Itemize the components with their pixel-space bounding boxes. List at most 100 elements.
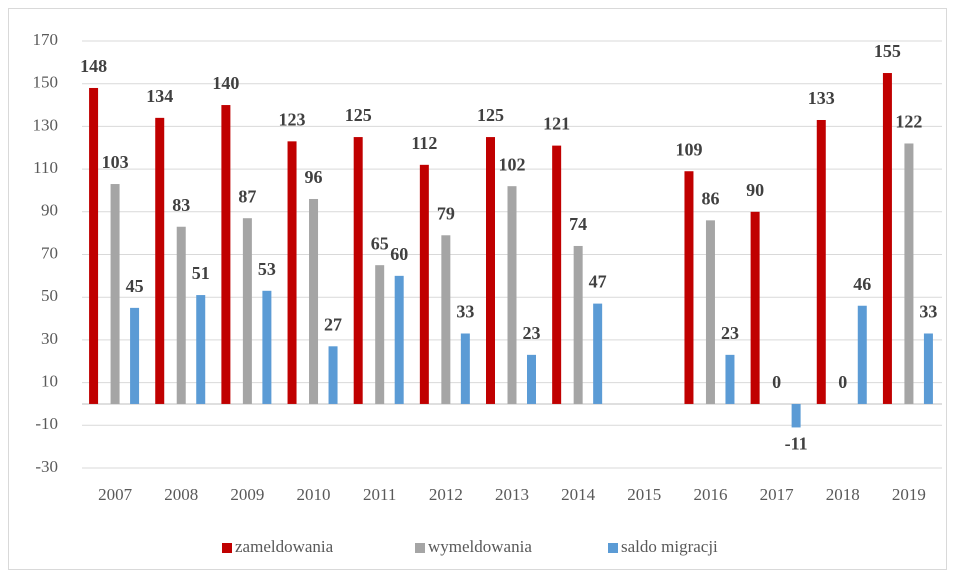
data-label: 102 xyxy=(499,154,526,174)
data-label: 33 xyxy=(919,302,937,322)
y-tick-label: 70 xyxy=(41,243,58,262)
bar xyxy=(441,235,451,404)
data-label: 47 xyxy=(589,272,607,292)
data-label: 23 xyxy=(523,323,541,343)
data-label: 96 xyxy=(305,167,323,187)
bar xyxy=(791,403,801,428)
bar xyxy=(130,307,140,404)
y-tick-label: 110 xyxy=(33,158,58,177)
data-label: 134 xyxy=(146,86,173,106)
bar xyxy=(309,198,319,404)
x-tick-label: 2012 xyxy=(429,485,463,504)
bar xyxy=(394,275,404,404)
data-label: 51 xyxy=(192,263,210,283)
data-label: 74 xyxy=(569,214,587,234)
data-label: 83 xyxy=(172,195,190,215)
bar xyxy=(176,226,186,404)
bar xyxy=(904,143,914,404)
data-label: 125 xyxy=(345,105,372,125)
bar xyxy=(242,218,252,404)
bar xyxy=(857,305,867,404)
y-tick-label: 170 xyxy=(33,30,59,49)
bar xyxy=(923,333,933,404)
y-tick-label: -10 xyxy=(35,414,58,433)
x-tick-label: 2009 xyxy=(230,485,264,504)
data-label: 125 xyxy=(477,105,504,125)
y-tick-label: 10 xyxy=(41,372,58,391)
data-label: 90 xyxy=(746,180,764,200)
data-label: 87 xyxy=(238,186,256,206)
y-tick-label: 30 xyxy=(41,329,58,348)
bar xyxy=(375,265,385,404)
bar xyxy=(419,164,429,404)
y-tick-label: 150 xyxy=(33,73,59,92)
data-label: 0 xyxy=(838,372,847,392)
bar xyxy=(684,171,694,404)
data-label: 23 xyxy=(721,323,739,343)
y-tick-label: 50 xyxy=(41,286,58,305)
y-tick-label: 130 xyxy=(33,115,59,134)
bar xyxy=(89,87,99,404)
bar xyxy=(328,346,338,404)
data-label: 148 xyxy=(80,56,107,76)
data-label: 65 xyxy=(371,233,389,253)
bar xyxy=(527,354,536,404)
bar xyxy=(221,105,231,404)
bar xyxy=(750,211,760,404)
x-tick-label: 2017 xyxy=(760,485,795,504)
x-tick-label: 2015 xyxy=(627,485,661,504)
x-tick-label: 2007 xyxy=(98,485,133,504)
bar xyxy=(573,245,583,404)
legend-swatch xyxy=(608,543,618,553)
bar xyxy=(353,137,363,404)
data-label: -11 xyxy=(785,434,808,454)
y-tick-label: 90 xyxy=(41,201,58,220)
legend-swatch xyxy=(222,543,232,553)
bar xyxy=(816,119,826,404)
data-label: 79 xyxy=(437,203,455,223)
x-tick-label: 2016 xyxy=(693,485,727,504)
bar xyxy=(155,117,165,404)
data-label: 0 xyxy=(772,372,781,392)
data-label: 46 xyxy=(853,274,871,294)
bar xyxy=(486,137,495,404)
x-tick-label: 2010 xyxy=(297,485,331,504)
bar xyxy=(196,295,206,404)
data-label: 86 xyxy=(701,188,719,208)
data-label: 140 xyxy=(212,73,239,93)
data-label: 112 xyxy=(411,133,437,153)
data-label: 123 xyxy=(279,109,306,129)
bar xyxy=(262,290,272,404)
data-label: 45 xyxy=(126,276,144,296)
x-tick-label: 2014 xyxy=(561,485,596,504)
bar xyxy=(705,220,715,404)
data-label: 60 xyxy=(390,244,408,264)
y-tick-label: -30 xyxy=(35,457,58,476)
bar xyxy=(110,184,120,404)
data-label: 155 xyxy=(874,41,901,61)
chart-frame xyxy=(8,8,947,570)
data-label: 33 xyxy=(456,302,474,322)
bar xyxy=(552,145,562,404)
legend-label: wymeldowania xyxy=(428,537,532,556)
x-tick-label: 2013 xyxy=(495,485,529,504)
bar xyxy=(593,303,603,404)
x-tick-label: 2011 xyxy=(363,485,396,504)
bar xyxy=(882,73,892,404)
data-label: 133 xyxy=(808,88,835,108)
x-tick-label: 2018 xyxy=(826,485,860,504)
data-label: 122 xyxy=(895,112,922,132)
bar xyxy=(460,333,470,404)
data-label: 27 xyxy=(324,314,342,334)
bar xyxy=(507,186,517,404)
data-label: 53 xyxy=(258,259,276,279)
data-label: 103 xyxy=(102,152,129,172)
x-tick-label: 2008 xyxy=(164,485,198,504)
bar xyxy=(725,354,735,404)
bar xyxy=(287,141,297,404)
x-tick-label: 2019 xyxy=(892,485,926,504)
legend-label: saldo migracji xyxy=(621,537,718,556)
data-label: 109 xyxy=(675,139,702,159)
legend-label: zameldowania xyxy=(235,537,334,556)
legend-swatch xyxy=(415,543,425,553)
